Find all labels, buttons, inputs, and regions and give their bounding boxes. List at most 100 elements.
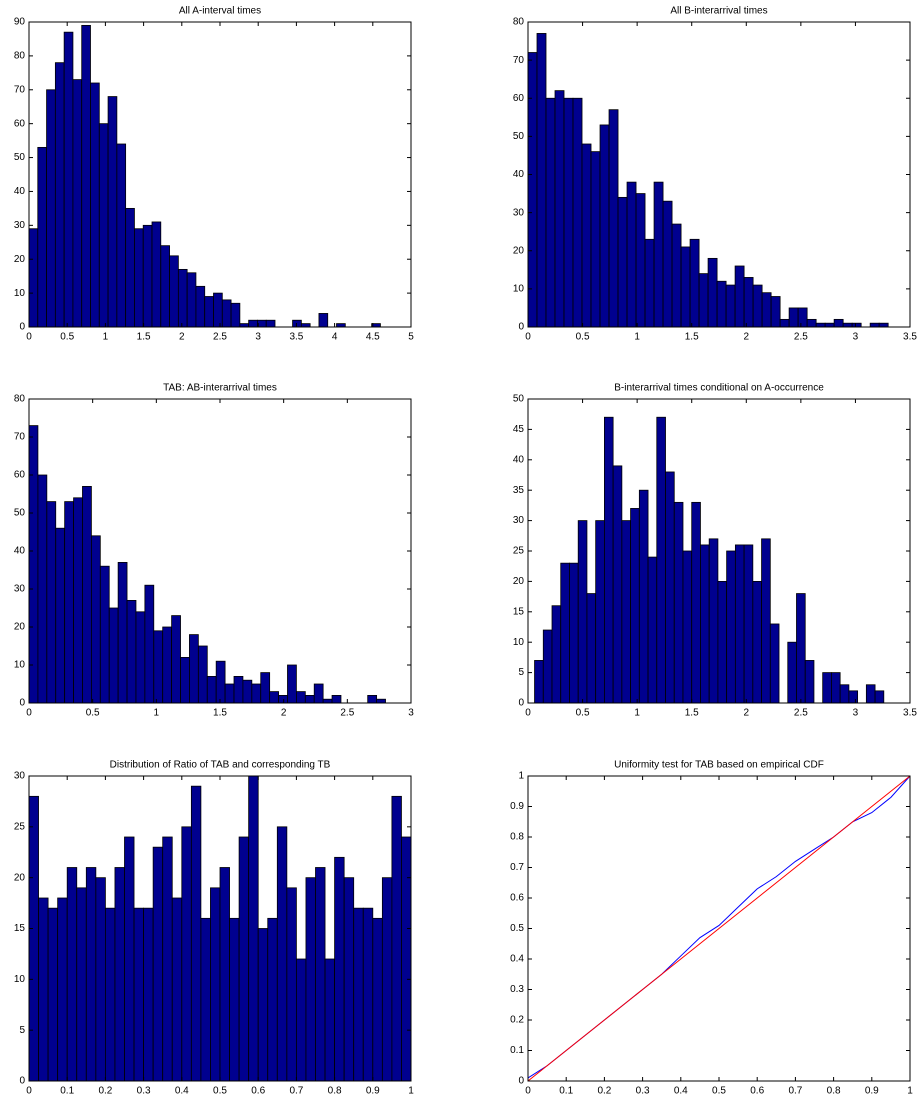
bar: [125, 207, 135, 328]
bar: [210, 887, 221, 1082]
bar: [770, 296, 781, 328]
bar: [656, 416, 666, 704]
bar: [662, 200, 673, 328]
x-tick-label: 3.5: [903, 708, 917, 719]
x-tick-label: 0.6: [251, 1086, 265, 1097]
bar: [38, 897, 49, 1082]
x-tick-label: 1.5: [685, 332, 699, 343]
bar: [691, 501, 701, 704]
bar: [133, 907, 145, 1082]
bar: [267, 917, 278, 1082]
bar: [73, 497, 83, 704]
bar: [331, 695, 342, 704]
x-tick-label: 0: [525, 708, 531, 719]
x-tick-label: 1.5: [685, 708, 699, 719]
bar: [752, 284, 763, 328]
chart-title: All B-interarrival times: [670, 6, 767, 17]
y-tick-label: 0.2: [510, 1015, 524, 1026]
bar: [542, 629, 553, 704]
y-tick-label: 80: [14, 51, 26, 62]
bar: [842, 322, 853, 328]
y-tick-label: 10: [14, 974, 26, 985]
bar: [37, 474, 48, 704]
bar: [219, 867, 230, 1082]
bar: [304, 695, 315, 704]
bar: [336, 323, 346, 328]
x-tick-label: 3: [255, 332, 261, 343]
bar: [343, 877, 355, 1082]
bar: [322, 698, 333, 704]
y-tick-label: 40: [513, 169, 525, 180]
x-tick-label: 2: [744, 708, 750, 719]
bar: [824, 322, 835, 328]
y-tick-label: 5: [19, 1025, 25, 1036]
bar: [788, 307, 799, 328]
y-tick-label: 15: [513, 606, 525, 617]
x-tick-label: 1: [634, 332, 640, 343]
bar: [278, 695, 288, 704]
bar: [98, 123, 109, 328]
x-tick-label: 0.3: [137, 1086, 151, 1097]
x-tick-label: 1: [907, 1086, 913, 1097]
y-tick-label: 0: [19, 698, 25, 709]
bar: [572, 97, 583, 328]
bar: [700, 544, 710, 704]
x-tick-label: 2.5: [794, 708, 808, 719]
bar: [224, 683, 235, 704]
bar: [595, 520, 605, 704]
bar: [831, 672, 841, 704]
x-tick-label: 0.1: [559, 1086, 573, 1097]
bar: [197, 645, 208, 704]
bar: [865, 684, 876, 704]
bar: [99, 565, 110, 704]
bar: [292, 319, 302, 328]
bar: [869, 322, 880, 328]
bar: [734, 265, 745, 328]
bar: [372, 917, 383, 1082]
bar: [221, 299, 232, 328]
chart-title: Distribution of Ratio of TAB and corresp…: [110, 760, 331, 771]
x-tick-label: 0.9: [366, 1086, 380, 1097]
y-tick-label: 80: [513, 17, 525, 28]
x-tick-label: 1: [154, 708, 160, 719]
chart-title: All A-interval times: [179, 6, 261, 17]
bar: [64, 501, 74, 704]
bar: [318, 313, 329, 328]
bar: [334, 856, 345, 1082]
x-tick-label: 1: [103, 332, 109, 343]
bar: [635, 193, 646, 328]
y-tick-label: 25: [14, 821, 26, 832]
y-tick-label: 40: [14, 546, 26, 557]
bar: [66, 867, 78, 1082]
bar: [108, 607, 119, 704]
bar: [376, 698, 386, 704]
bar: [144, 584, 155, 704]
bar: [134, 228, 144, 328]
y-tick-label: 60: [14, 118, 26, 129]
bar: [116, 143, 127, 328]
y-tick-label: 0.6: [510, 893, 524, 904]
y-tick-label: 0.9: [510, 801, 524, 812]
y-tick-label: 35: [513, 485, 525, 496]
bar: [300, 323, 311, 328]
x-tick-label: 0.5: [576, 332, 590, 343]
bar: [708, 538, 719, 704]
x-tick-label: 0.5: [86, 708, 100, 719]
bar: [305, 877, 316, 1082]
bar: [324, 958, 335, 1082]
bar: [698, 273, 709, 328]
bar: [206, 676, 217, 704]
y-tick-label: 70: [513, 55, 525, 66]
bar: [204, 296, 214, 328]
x-tick-label: 2.5: [794, 332, 808, 343]
bar: [248, 319, 258, 328]
bar: [260, 672, 271, 704]
bar: [554, 90, 565, 328]
y-tick-label: 20: [14, 254, 26, 265]
bar: [181, 826, 192, 1082]
bar: [169, 255, 179, 328]
x-tick-label: 0.7: [788, 1086, 802, 1097]
x-tick-label: 0: [26, 1086, 32, 1097]
bar: [563, 97, 574, 328]
bar: [269, 691, 279, 704]
